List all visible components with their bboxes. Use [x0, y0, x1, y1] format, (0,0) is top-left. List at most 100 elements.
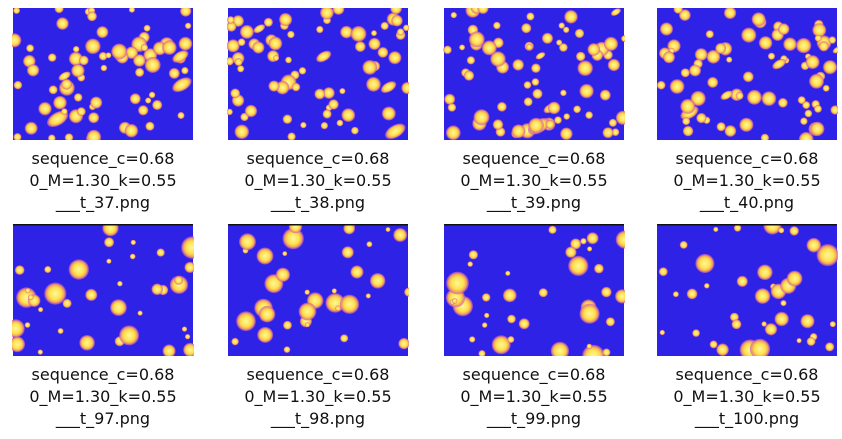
droplet [331, 288, 337, 294]
droplet [672, 291, 679, 298]
droplet [96, 26, 109, 39]
file-name-line: ___t_98.png [270, 409, 366, 428]
droplet [445, 125, 461, 140]
droplet [605, 317, 615, 327]
droplet [749, 338, 771, 356]
droplet [560, 89, 567, 97]
droplet [575, 51, 586, 62]
file-item[interactable]: sequence_c=0.68 0_M=1.30_k=0.55 ___t_97.pn… [12, 224, 194, 430]
droplet [61, 78, 72, 90]
droplet [814, 104, 822, 113]
file-item[interactable]: sequence_c=0.68 0_M=1.30_k=0.55 ___t_38.pn… [227, 8, 409, 214]
droplet [256, 247, 274, 265]
droplet [579, 303, 600, 324]
droplet [658, 267, 668, 277]
droplet [350, 265, 364, 279]
droplet [692, 329, 700, 337]
droplet [85, 288, 98, 301]
droplet [177, 111, 185, 120]
thumbnail [444, 224, 625, 356]
droplet [547, 101, 561, 115]
droplet [615, 289, 625, 304]
file-item[interactable]: sequence_c=0.68 0_M=1.30_k=0.55 ___t_37.pn… [12, 8, 194, 214]
droplet [44, 265, 52, 274]
droplet [227, 16, 235, 24]
file-name-line: ___t_39.png [486, 193, 582, 212]
file-name-line: sequence_c=0.68 [246, 365, 390, 384]
droplet [268, 80, 280, 92]
file-name-line: ___t_37.png [55, 193, 151, 212]
droplet [680, 68, 690, 78]
droplet [135, 67, 145, 77]
droplet [690, 90, 706, 107]
droplet [137, 310, 143, 316]
droplet [104, 237, 115, 248]
droplet [659, 329, 665, 336]
droplet [12, 319, 25, 338]
thumbnail [227, 8, 409, 140]
droplet [76, 107, 86, 117]
droplet [497, 101, 507, 112]
droplet [715, 42, 727, 54]
droplet [244, 104, 258, 118]
droplet [767, 52, 776, 60]
droplet [523, 97, 533, 107]
file-item[interactable]: sequence_c=0.68 0_M=1.30_k=0.55 ___t_100.p… [656, 224, 838, 430]
file-name-line: 0_M=1.30_k=0.55 [29, 387, 177, 406]
droplet [393, 228, 408, 242]
droplet [156, 248, 165, 257]
droplet [172, 77, 192, 93]
droplet [102, 224, 119, 237]
droplet [812, 23, 827, 38]
droplet [694, 48, 708, 61]
droplet [172, 50, 189, 63]
droplet [777, 23, 790, 35]
droplet [809, 73, 824, 89]
droplet [447, 103, 457, 112]
droplet [183, 342, 194, 356]
droplet [713, 226, 719, 232]
droplet [268, 36, 283, 51]
droplet [716, 343, 729, 356]
droplet [816, 244, 838, 267]
droplet [239, 24, 254, 39]
droplet [548, 225, 557, 234]
droplet [72, 45, 80, 53]
droplet [468, 250, 479, 260]
droplet [151, 283, 163, 296]
droplet [679, 9, 691, 21]
droplet [805, 55, 820, 70]
droplet [731, 319, 742, 330]
droplet [481, 322, 488, 328]
droplet [469, 336, 476, 343]
droplet [148, 91, 156, 99]
droplet [343, 224, 356, 235]
file-item[interactable]: sequence_c=0.68 0_M=1.30_k=0.55 ___t_39.pn… [443, 8, 625, 214]
droplet [38, 307, 44, 313]
droplet [138, 105, 149, 116]
droplet [492, 119, 504, 130]
droplet [143, 24, 151, 32]
file-item[interactable]: sequence_c=0.68 0_M=1.30_k=0.55 ___t_40.pn… [656, 8, 838, 214]
file-item[interactable]: sequence_c=0.68 0_M=1.30_k=0.55 ___t_98.pn… [227, 224, 409, 430]
droplet [467, 261, 473, 267]
droplet [802, 101, 811, 110]
droplet [366, 76, 381, 92]
droplet [796, 37, 812, 54]
file-item[interactable]: sequence_c=0.68 0_M=1.30_k=0.55 ___t_99.pn… [443, 224, 625, 430]
droplet [761, 321, 767, 327]
droplet [57, 328, 64, 334]
droplet [468, 31, 485, 48]
droplet [538, 288, 548, 298]
droplet [328, 99, 339, 110]
droplet [125, 46, 138, 59]
droplet [282, 251, 288, 257]
droplet [764, 323, 778, 336]
droplet [13, 133, 22, 140]
thumbnail [657, 224, 838, 356]
droplet [351, 126, 359, 135]
droplet [12, 33, 22, 48]
droplet [446, 271, 469, 295]
droplet [507, 314, 516, 324]
